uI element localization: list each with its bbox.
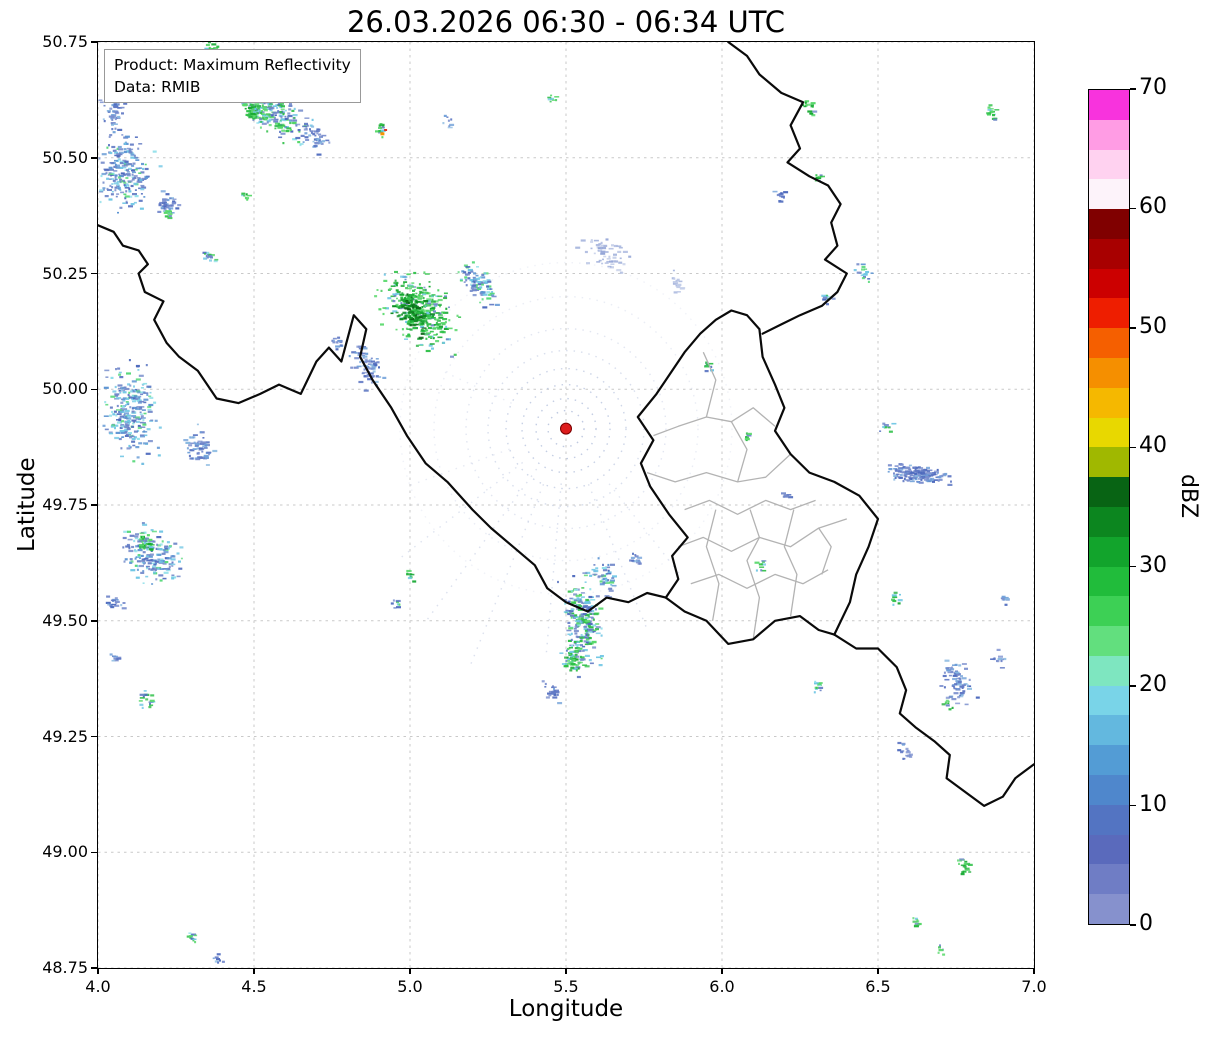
y-tick-mark bbox=[91, 272, 97, 275]
x-axis-label: Longitude bbox=[508, 996, 624, 1022]
colorbar-segment bbox=[1089, 566, 1129, 597]
y-tick-mark bbox=[91, 735, 97, 738]
colorbar-label: dBZ bbox=[1176, 474, 1201, 519]
colorbar-tick-mark bbox=[1130, 327, 1136, 329]
colorbar-tick-mark bbox=[1130, 804, 1136, 807]
colorbar-gradient bbox=[1089, 90, 1129, 924]
colorbar-segment bbox=[1089, 715, 1129, 746]
colorbar-segment bbox=[1089, 655, 1129, 686]
y-tick-label: 48.75 bbox=[42, 958, 88, 977]
colorbar-segment bbox=[1089, 804, 1129, 835]
colorbar-segment bbox=[1089, 358, 1129, 388]
plot-title: 26.03.2026 06:30 - 06:34 UTC bbox=[346, 5, 786, 39]
y-tick-label: 49.50 bbox=[42, 610, 88, 630]
y-tick-mark bbox=[91, 157, 97, 159]
annotation-product-line: Product: Maximum Reflectivity bbox=[114, 56, 351, 74]
y-tick-label: 50.00 bbox=[42, 379, 88, 399]
colorbar-segment bbox=[1089, 477, 1129, 507]
colorbar-segment bbox=[1089, 119, 1129, 150]
colorbar-tick-label: 70 bbox=[1139, 75, 1167, 100]
x-tick-mark bbox=[1033, 968, 1035, 974]
y-tick-label: 49.75 bbox=[42, 495, 88, 514]
colorbar-segment bbox=[1089, 328, 1129, 359]
colorbar-segment bbox=[1089, 626, 1129, 656]
colorbar-segment bbox=[1089, 417, 1129, 448]
product-annotation-box: Product: Maximum Reflectivity Data: RMIB bbox=[104, 49, 361, 103]
colorbar-segment bbox=[1089, 894, 1129, 924]
colorbar-segment bbox=[1089, 774, 1129, 805]
x-tick-mark bbox=[97, 968, 99, 974]
colorbar-segment bbox=[1089, 387, 1129, 418]
radar-clutter-rings bbox=[399, 261, 733, 670]
x-tick-label: 7.0 bbox=[1021, 977, 1047, 996]
y-tick-label: 50.50 bbox=[42, 147, 88, 167]
colorbar-segment bbox=[1089, 506, 1129, 537]
x-tick-mark bbox=[253, 968, 255, 974]
colorbar-segment bbox=[1089, 685, 1129, 716]
x-tick-mark bbox=[721, 968, 723, 974]
echo-accent bbox=[384, 129, 388, 131]
y-tick-label: 49.00 bbox=[42, 842, 88, 862]
y-tick-mark bbox=[91, 620, 97, 622]
colorbar-segment bbox=[1089, 238, 1129, 269]
x-tick-label: 5.0 bbox=[397, 977, 423, 996]
colorbar-tick-label: 60 bbox=[1139, 194, 1167, 220]
colorbar-tick-label: 0 bbox=[1139, 911, 1153, 936]
y-tick-mark bbox=[91, 504, 97, 506]
colorbar-segment bbox=[1089, 834, 1129, 865]
colorbar-segment bbox=[1089, 179, 1129, 210]
colorbar bbox=[1088, 89, 1130, 925]
colorbar-tick-mark bbox=[1130, 207, 1136, 210]
colorbar-segment bbox=[1089, 596, 1129, 627]
colorbar-segment bbox=[1089, 268, 1129, 299]
colorbar-segment bbox=[1089, 536, 1129, 567]
colorbar-tick-label: 50 bbox=[1139, 313, 1167, 339]
x-tick-label: 6.5 bbox=[865, 977, 891, 996]
colorbar-tick-mark bbox=[1130, 446, 1136, 449]
y-tick-mark bbox=[91, 41, 97, 43]
internal-borders bbox=[646, 351, 848, 640]
colorbar-segment bbox=[1089, 209, 1129, 239]
x-tick-mark bbox=[565, 968, 567, 974]
radar-echoes bbox=[98, 42, 1010, 964]
colorbar-segment bbox=[1089, 298, 1129, 329]
map-plot-frame bbox=[97, 41, 1035, 969]
x-tick-label: 4.0 bbox=[85, 977, 111, 996]
colorbar-tick-label: 30 bbox=[1139, 552, 1167, 578]
y-tick-label: 50.75 bbox=[42, 32, 88, 51]
colorbar-segment bbox=[1089, 447, 1129, 478]
y-tick-label: 50.25 bbox=[42, 263, 88, 283]
grid-lines bbox=[98, 42, 1034, 968]
colorbar-segment bbox=[1089, 864, 1129, 895]
x-tick-mark bbox=[409, 968, 411, 974]
echo-accent bbox=[380, 132, 385, 136]
radar-site-dot bbox=[560, 422, 572, 435]
colorbar-segment bbox=[1089, 149, 1129, 180]
colorbar-tick-mark bbox=[1130, 685, 1136, 687]
colorbar-tick-label: 40 bbox=[1139, 433, 1167, 459]
x-tick-label: 4.5 bbox=[241, 977, 267, 996]
colorbar-segment bbox=[1089, 90, 1129, 120]
colorbar-segment bbox=[1089, 745, 1129, 775]
colorbar-tick-mark bbox=[1130, 565, 1136, 568]
y-tick-mark bbox=[91, 967, 97, 969]
x-tick-label: 5.5 bbox=[553, 977, 579, 996]
y-tick-mark bbox=[91, 388, 97, 390]
y-tick-mark bbox=[91, 851, 97, 853]
country-borders bbox=[98, 42, 1034, 807]
y-tick-label: 49.25 bbox=[42, 726, 88, 746]
radar-map bbox=[98, 42, 1034, 968]
colorbar-tick-label: 10 bbox=[1139, 791, 1167, 817]
colorbar-tick-mark bbox=[1130, 924, 1136, 926]
colorbar-tick-mark bbox=[1130, 88, 1136, 90]
x-tick-mark bbox=[877, 968, 879, 974]
colorbar-tick-label: 20 bbox=[1139, 672, 1167, 698]
x-tick-label: 6.0 bbox=[709, 977, 735, 996]
annotation-data-line: Data: RMIB bbox=[114, 78, 201, 96]
